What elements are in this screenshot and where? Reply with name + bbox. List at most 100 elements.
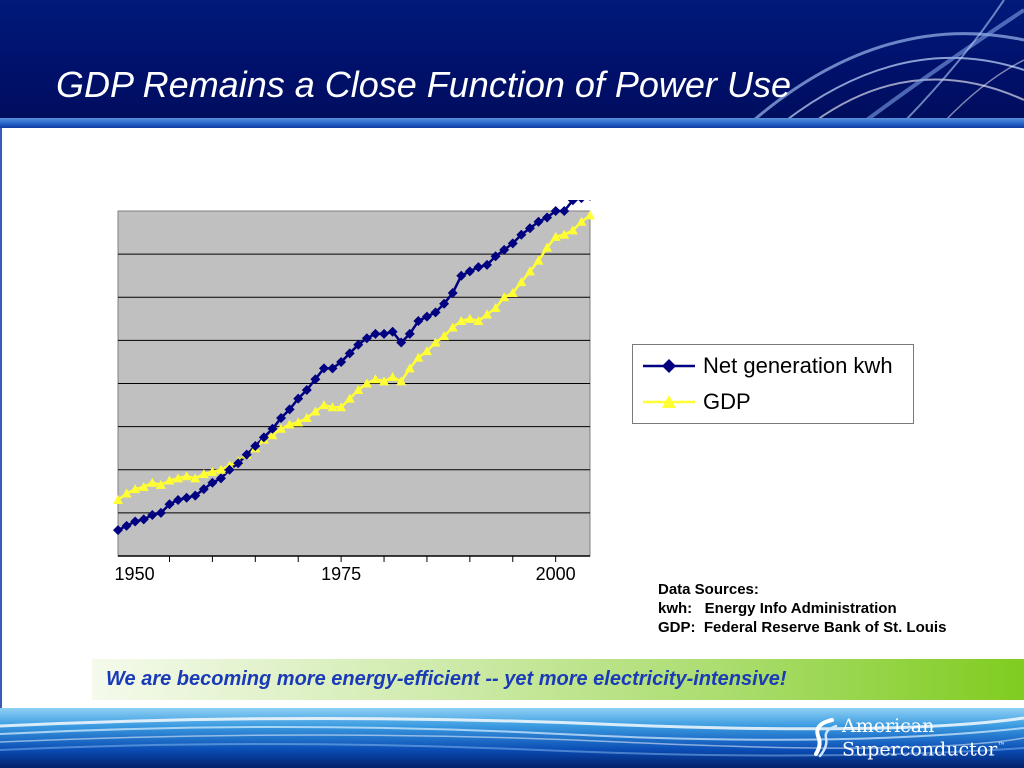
gdp-power-chart: 1950 1975 2000 — [113, 200, 595, 584]
net-generation-point — [464, 266, 475, 277]
gdp-point — [413, 352, 424, 362]
gdp-point — [164, 475, 175, 485]
net-generation-point — [241, 449, 252, 460]
gdp-point — [198, 469, 209, 479]
gdp-point — [130, 484, 141, 494]
gdp-point — [293, 417, 304, 427]
net-generation-point — [155, 507, 166, 518]
net-generation-point — [215, 473, 226, 484]
logo-line2: Superconductor — [842, 738, 998, 761]
net-generation-point — [439, 298, 450, 309]
logo-wordmark: American Superconductor™ — [842, 716, 1005, 759]
x-tick-label: 2000 — [536, 564, 576, 584]
gdp-point — [181, 471, 192, 481]
gdp-point — [447, 322, 458, 332]
legend-label: GDP — [703, 389, 751, 414]
net-generation-point — [276, 413, 287, 423]
logo-line1: American — [842, 715, 935, 737]
net-generation-point — [567, 200, 578, 206]
gdp-point — [542, 242, 553, 252]
gdp-point — [353, 384, 364, 394]
net-generation-point — [447, 287, 458, 298]
gdp-point — [482, 309, 493, 319]
tick-labels: 1950 1975 2000 — [115, 564, 576, 584]
gdp-point — [550, 231, 561, 241]
net-generation-point — [318, 363, 329, 374]
net-generation-point — [379, 328, 390, 339]
net-generation-point — [207, 477, 218, 488]
gdp-point — [327, 402, 338, 412]
net-generation-point — [482, 259, 493, 270]
gdp-point — [276, 423, 287, 433]
x-axis — [118, 555, 590, 562]
net-generation-point — [181, 492, 192, 503]
net-generation-point — [490, 251, 501, 262]
chart-legend: Net generation kwh GDP — [632, 344, 914, 424]
net-generation-point — [413, 315, 424, 326]
gdp-point — [155, 479, 166, 489]
gdp-point — [533, 255, 544, 265]
net-generation-point — [589, 200, 591, 201]
net-generation-point — [524, 223, 535, 234]
net-generation-point — [421, 311, 432, 322]
gdp-point — [421, 346, 432, 356]
gdp-point — [576, 216, 587, 226]
net-generation-point — [327, 363, 338, 374]
net-generation-point — [542, 212, 553, 223]
net-generation-point — [190, 490, 201, 501]
gdp-point — [215, 464, 226, 474]
gdp-point — [430, 337, 441, 347]
title-bar — [0, 0, 1024, 122]
net-generation-point — [224, 464, 235, 475]
gdp-point — [559, 229, 570, 239]
superconductor-swirl-icon — [814, 718, 838, 758]
slide-title: GDP Remains a Close Function of Power Us… — [56, 64, 791, 105]
legend-label: Net generation kwh — [703, 353, 893, 378]
source-kwh: kwh: Energy Info Administration — [658, 600, 897, 617]
net-generation-point — [499, 244, 510, 255]
net-generation-point — [121, 520, 132, 531]
net-generation-point — [516, 229, 527, 240]
gdp-point — [516, 277, 527, 287]
gdp-point — [387, 372, 398, 382]
net-generation-point — [353, 339, 364, 350]
gdp-point — [370, 374, 381, 384]
gdp-point — [310, 406, 321, 416]
net-generation-point — [310, 374, 321, 385]
diamond-marker-icon — [643, 359, 695, 373]
net-generation-point — [113, 525, 123, 536]
triangle-marker-icon — [643, 395, 695, 408]
net-generation-point — [301, 384, 312, 395]
net-generation-point — [138, 514, 149, 525]
net-generation-point — [430, 307, 441, 318]
net-generation-point — [396, 337, 407, 348]
gdp-point — [318, 400, 329, 410]
gdp-point — [147, 477, 158, 487]
net-generation-point — [233, 458, 244, 469]
net-generation-point — [258, 432, 269, 443]
gdp-point — [267, 430, 278, 440]
net-generation-point — [284, 404, 295, 415]
takeaway-banner: We are becoming more energy-efficient --… — [92, 659, 1024, 700]
net-generation-point — [173, 494, 184, 505]
gdp-point — [121, 488, 132, 498]
sources-heading: Data Sources: — [658, 581, 759, 598]
net-generation-point — [147, 510, 158, 521]
net-generation-point — [578, 200, 585, 204]
net-generation-point — [293, 393, 304, 404]
gdp-point — [456, 315, 467, 325]
gdp-point — [336, 402, 347, 412]
x-tick-label: 1950 — [115, 564, 155, 584]
net-generation-point — [559, 206, 570, 216]
gdp-point — [173, 473, 184, 483]
gdp-point — [473, 315, 484, 325]
data-sources: Data Sources: kwh: Energy Info Administr… — [658, 580, 946, 637]
gdp-point — [301, 413, 312, 422]
gdp-point — [524, 266, 535, 276]
net-generation-point — [507, 238, 518, 249]
footer-bar — [0, 708, 1024, 768]
wave-decoration — [0, 716, 1024, 757]
gdp-point — [439, 331, 450, 341]
net-generation-point — [533, 216, 544, 227]
gdp-point — [396, 376, 407, 386]
